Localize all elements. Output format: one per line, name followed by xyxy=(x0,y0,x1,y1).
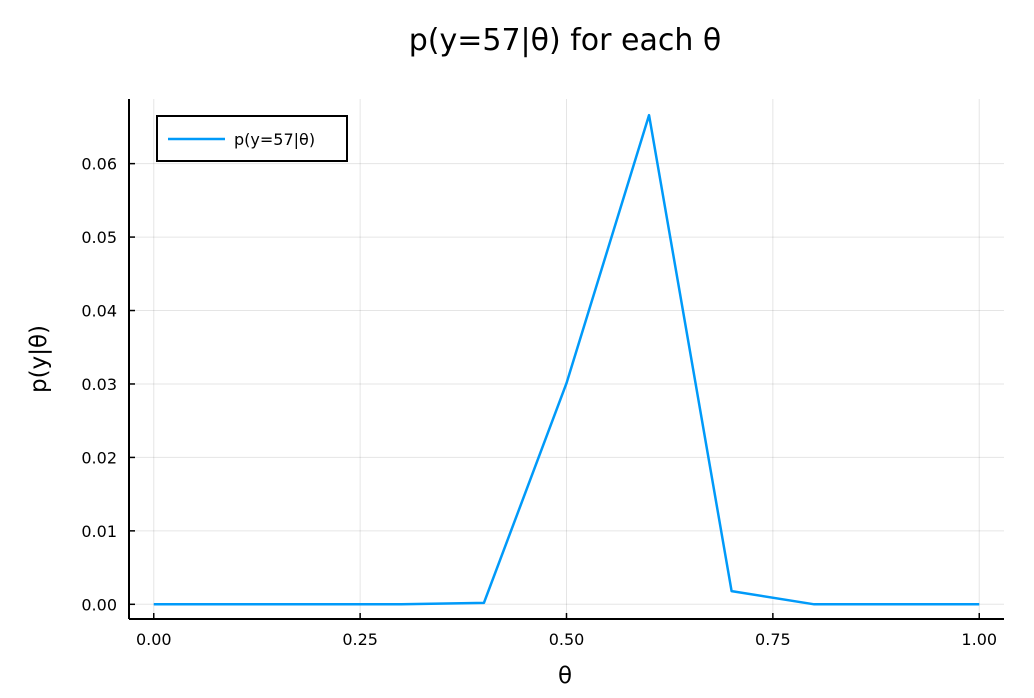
legend: p(y=57|θ) xyxy=(156,115,348,162)
series-group xyxy=(153,113,980,606)
y-tick-label: 0.05 xyxy=(81,228,117,247)
series-line xyxy=(153,113,980,606)
x-ticks: 0.00 0.25 0.50 0.75 1.00 xyxy=(136,613,997,649)
x-axis-label: θ xyxy=(558,663,572,689)
y-tick-label: 0.04 xyxy=(81,302,117,321)
y-tick-label: 0.00 xyxy=(81,595,117,614)
y-tick-label: 0.06 xyxy=(81,155,117,174)
grid xyxy=(129,99,1004,619)
x-tick-label: 0.50 xyxy=(549,630,585,649)
y-tick-label: 0.03 xyxy=(81,375,117,394)
x-tick-label: 0.00 xyxy=(136,630,172,649)
legend-label: p(y=57|θ) xyxy=(234,130,315,149)
chart-title: p(y=57|θ) for each θ xyxy=(409,23,722,58)
x-tick-label: 1.00 xyxy=(961,630,997,649)
y-tick-label: 0.01 xyxy=(81,522,117,541)
x-tick-label: 0.25 xyxy=(342,630,378,649)
x-tick-label: 0.75 xyxy=(755,630,791,649)
y-ticks: 0.00 0.01 0.02 0.03 0.04 0.05 0.06 xyxy=(81,155,135,614)
legend-box xyxy=(156,115,348,162)
y-tick-label: 0.02 xyxy=(81,448,117,467)
y-axis-label: p(y|θ) xyxy=(26,325,52,393)
